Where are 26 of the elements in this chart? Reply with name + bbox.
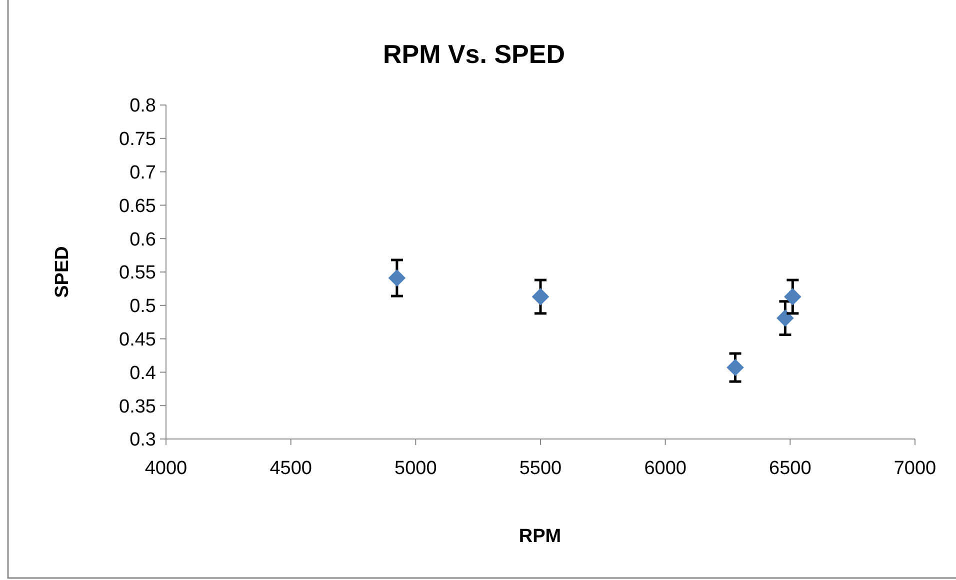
- y-axis-title: SPED: [52, 246, 73, 298]
- x-tick-label: 5500: [519, 458, 562, 479]
- y-tick-label: 0.55: [119, 262, 156, 284]
- y-tick-label: 0.3: [130, 430, 156, 451]
- point: [726, 358, 744, 376]
- x-tick-label: 6500: [769, 458, 812, 479]
- point: [776, 309, 794, 327]
- y-tick-label: 0.7: [130, 162, 156, 184]
- x-tick-label: 6000: [644, 458, 686, 479]
- y-tick-label: 0.4: [130, 362, 156, 384]
- y-tick-label: 0.35: [119, 396, 156, 418]
- y-tick-label: 0.8: [130, 96, 156, 117]
- point: [388, 269, 406, 287]
- point: [532, 288, 550, 306]
- y-tick-label: 0.6: [130, 229, 156, 250]
- x-tick-label: 5000: [394, 458, 437, 479]
- chart-title: RPM Vs. SPED: [382, 39, 566, 69]
- y-tick-label: 0.45: [119, 329, 156, 350]
- x-tick-label: 4000: [144, 458, 188, 479]
- x-tick-label: 4500: [270, 458, 312, 479]
- x-axis-title: RPM: [518, 526, 562, 547]
- y-tick-label: 0.75: [119, 129, 156, 150]
- y-tick-label: 0.65: [119, 196, 156, 217]
- y-tick-label: 0.5: [130, 296, 156, 318]
- point: [784, 288, 802, 306]
- x-tick-label: 7000: [894, 458, 936, 479]
